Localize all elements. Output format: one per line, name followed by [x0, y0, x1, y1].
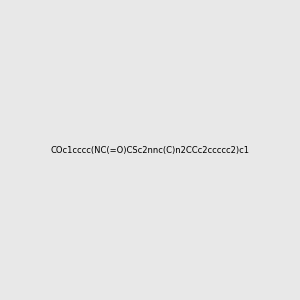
Text: COc1cccc(NC(=O)CSc2nnc(C)n2CCc2ccccc2)c1: COc1cccc(NC(=O)CSc2nnc(C)n2CCc2ccccc2)c1: [50, 146, 250, 154]
